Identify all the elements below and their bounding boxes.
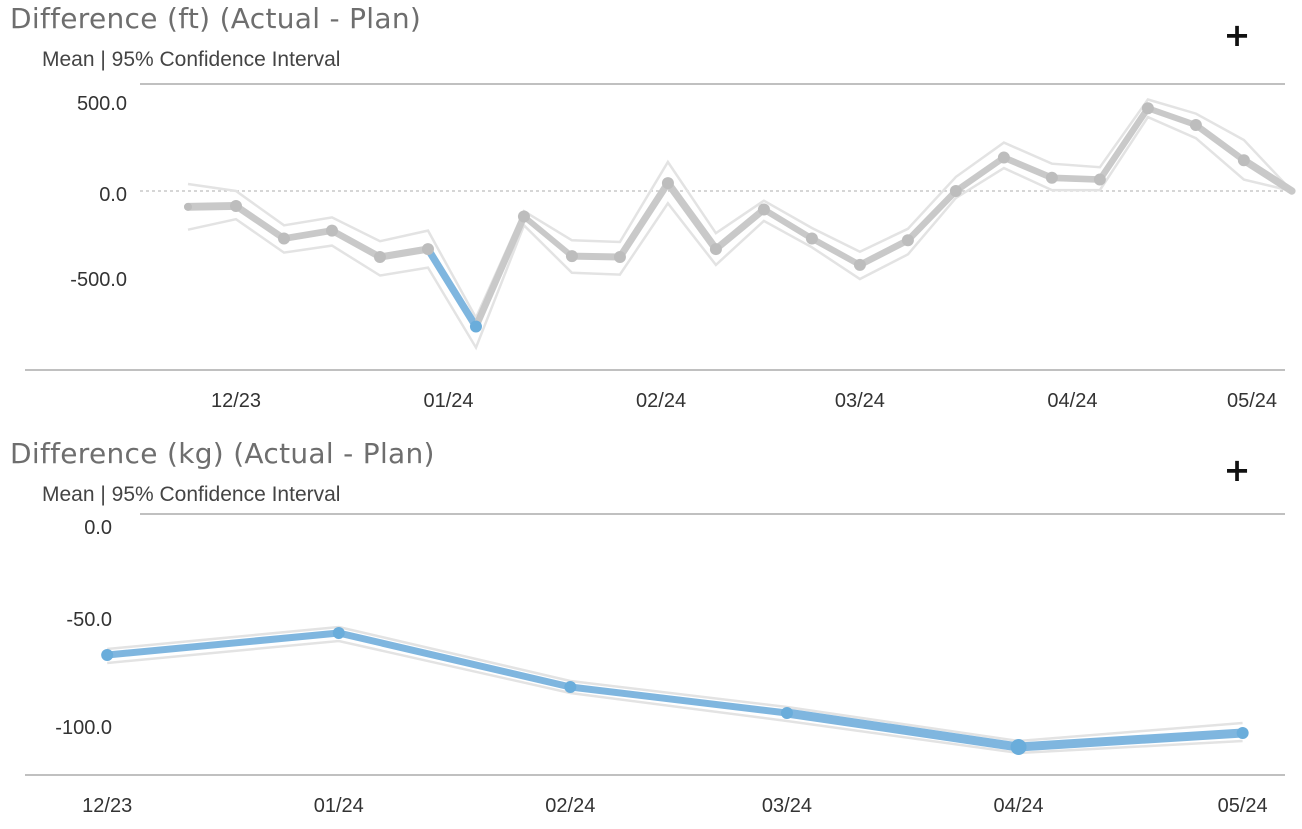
mean-line-segment xyxy=(376,245,432,261)
x-tick-label: 04/24 xyxy=(1047,390,1097,412)
data-point[interactable] xyxy=(1010,739,1027,755)
lower-ci-line xyxy=(107,639,1243,755)
chart-panel-ft: Difference (ft) (Actual - Plan) Mean | 9… xyxy=(10,2,1296,412)
series xyxy=(101,625,1249,755)
y-tick-label: -100.0 xyxy=(55,717,112,739)
data-point[interactable] xyxy=(780,707,793,719)
data-point[interactable] xyxy=(1189,119,1202,131)
mean-line-segment xyxy=(472,213,528,330)
x-tick-label: 02/24 xyxy=(545,795,595,817)
x-tick-label: 01/24 xyxy=(314,795,364,817)
x-tick-label: 05/24 xyxy=(1227,390,1277,412)
data-point[interactable] xyxy=(101,649,114,661)
data-point[interactable] xyxy=(229,199,242,212)
chart-subtitle: Mean | 95% Confidence Interval xyxy=(42,483,341,506)
chart-title: Difference (ft) (Actual - Plan) xyxy=(10,2,422,35)
mean-line-segment xyxy=(1000,154,1056,182)
mean-line-segment xyxy=(1096,105,1152,183)
x-tick-label: 01/24 xyxy=(424,390,474,412)
expand-plus-icon[interactable]: + xyxy=(1223,16,1251,54)
mean-line-segment xyxy=(616,179,672,261)
data-point[interactable] xyxy=(661,177,674,190)
mean-line-segment xyxy=(1014,728,1248,752)
mean-line-segment xyxy=(328,227,384,261)
data-point[interactable] xyxy=(373,251,386,263)
x-tick-label: 04/24 xyxy=(994,795,1044,817)
data-point[interactable] xyxy=(1236,727,1249,739)
data-point[interactable] xyxy=(1093,173,1106,186)
mean-line-segment xyxy=(1240,156,1296,195)
data-point[interactable] xyxy=(517,210,530,223)
mean-line-segment xyxy=(1144,105,1199,129)
data-point[interactable] xyxy=(709,243,722,256)
x-tick-label: 02/24 xyxy=(636,390,686,412)
mean-line-segment xyxy=(808,235,864,269)
y-tick-label: -50.0 xyxy=(66,609,112,631)
mean-line-segment xyxy=(664,179,720,253)
data-point[interactable] xyxy=(757,203,770,216)
y-tick-label: 0.0 xyxy=(99,184,127,206)
mean-line-segment xyxy=(566,683,791,717)
data-point[interactable] xyxy=(805,232,818,245)
data-point[interactable] xyxy=(183,202,192,211)
x-tick-label: 03/24 xyxy=(762,795,812,817)
mean-line-segment xyxy=(904,187,960,244)
mean-line-segment xyxy=(424,245,480,331)
x-tick-label: 05/24 xyxy=(1218,795,1268,817)
mean-line-segment xyxy=(280,227,336,242)
mean-line-segment xyxy=(184,202,240,211)
chart-title: Difference (kg) (Actual - Plan) xyxy=(10,437,435,470)
data-point[interactable] xyxy=(1237,154,1250,167)
data-point[interactable] xyxy=(325,224,338,237)
chart-kg-plot: 0.0 -50.0 -100.0 12/23 01/24 02/24 03/24 04/24 0… xyxy=(25,513,1285,817)
chart-panel-kg: Difference (kg) (Actual - Plan) Mean | 9… xyxy=(0,435,1302,829)
data-point[interactable] xyxy=(997,151,1010,164)
series xyxy=(183,98,1296,351)
x-tick-label: 03/24 xyxy=(835,390,885,412)
lower-ci-line xyxy=(187,115,1293,351)
mean-line-segment xyxy=(232,202,288,242)
plot-frame xyxy=(25,83,1285,371)
data-point[interactable] xyxy=(853,258,866,271)
plot-frame xyxy=(25,513,1285,776)
mean-line-segment xyxy=(782,708,1024,752)
mean-line-segment xyxy=(952,154,1008,195)
mean-line-segment xyxy=(856,236,912,269)
data-point[interactable] xyxy=(277,232,290,245)
chart-subtitle: Mean | 95% Confidence Interval xyxy=(42,48,341,71)
data-point[interactable] xyxy=(1141,102,1154,115)
upper-ci-line xyxy=(187,98,1293,321)
data-point[interactable] xyxy=(564,681,577,693)
x-tick-label: 12/23 xyxy=(211,390,261,412)
mean-line-segment xyxy=(760,206,816,242)
mean-line-segment xyxy=(335,629,574,691)
data-point[interactable] xyxy=(565,250,578,263)
mean-line-segment xyxy=(568,252,624,261)
mean-line-segment xyxy=(521,213,575,260)
x-tick-label: 12/23 xyxy=(82,795,132,817)
y-tick-label: -500.0 xyxy=(70,269,127,291)
data-point[interactable] xyxy=(421,243,434,256)
data-point[interactable] xyxy=(469,320,482,333)
data-point[interactable] xyxy=(332,627,345,639)
expand-plus-icon[interactable]: + xyxy=(1223,451,1251,489)
mean-line-segment xyxy=(1192,121,1248,164)
chart-ft-plot: 500.0 0.0 -500.0 12/23 01/24 02/24 03/24 04/24 0… xyxy=(25,83,1296,412)
mean-line-segment xyxy=(712,205,768,253)
data-point[interactable] xyxy=(613,251,626,263)
mean-line-segment xyxy=(103,629,343,659)
upper-ci-line xyxy=(107,625,1243,743)
data-point[interactable] xyxy=(949,185,962,197)
y-tick-label: 500.0 xyxy=(77,93,127,115)
data-point[interactable] xyxy=(901,234,914,247)
y-tick-label: 0.0 xyxy=(84,517,112,539)
mean-line-segment xyxy=(1048,174,1104,183)
data-point[interactable] xyxy=(1045,171,1058,184)
